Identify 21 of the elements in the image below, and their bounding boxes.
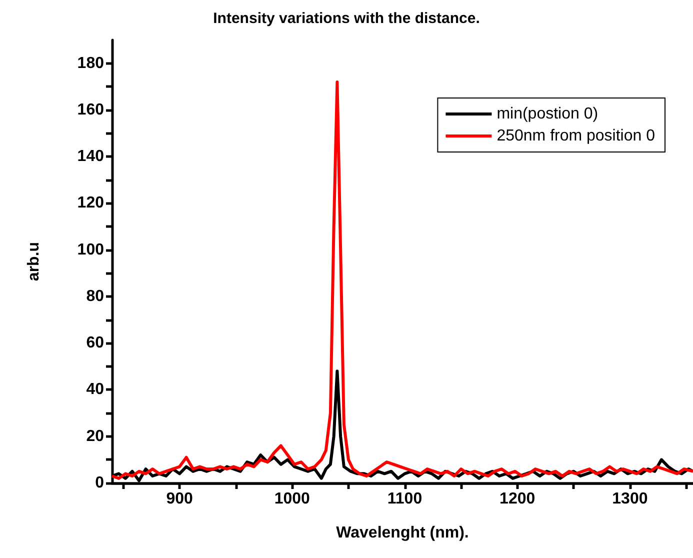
x-tick-label: 1000 xyxy=(274,490,310,508)
legend-label: 250nm from position 0 xyxy=(496,128,656,144)
y-tick-label: 140 xyxy=(77,148,104,166)
y-tick-label: 80 xyxy=(86,288,104,305)
x-tick-label: 1300 xyxy=(612,490,648,508)
y-tick-label: 120 xyxy=(77,194,104,212)
line-series xyxy=(110,80,693,480)
y-tick-label: 60 xyxy=(86,334,104,352)
y-tick-label: 40 xyxy=(86,381,104,398)
x-tick-label: 1100 xyxy=(387,490,422,508)
x-axis-title: Wavelenght (nm). xyxy=(336,524,469,542)
y-tick-label: 180 xyxy=(77,54,104,72)
x-tick-label: 900 xyxy=(166,490,194,508)
x-tick-label: 1200 xyxy=(500,490,536,508)
chart-title: Intensity variations with the distance. xyxy=(213,10,480,27)
y-tick-label: 20 xyxy=(86,428,104,445)
y-tick-label: 160 xyxy=(77,101,104,118)
y-tick-label: 0 xyxy=(95,474,104,492)
legend-label: min(postion 0) xyxy=(496,106,598,122)
y-tick-label: 100 xyxy=(77,241,104,258)
y-axis-title: arb.u xyxy=(26,242,42,282)
